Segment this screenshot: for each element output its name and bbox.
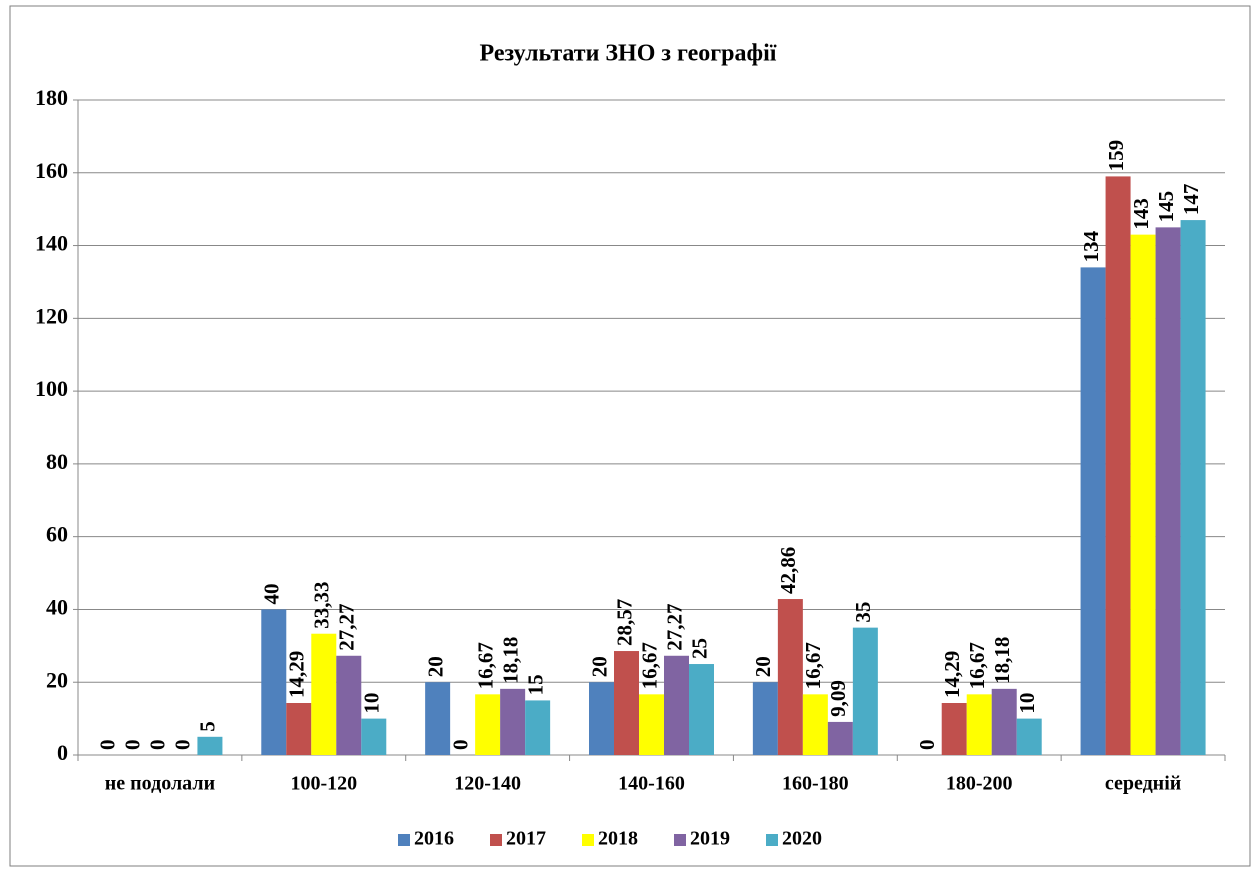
bar [827,721,853,755]
data-label: 134 [1079,230,1103,262]
data-label: 14,29 [285,651,309,698]
data-label: 42,86 [776,547,800,594]
y-tick-label: 60 [46,522,68,547]
legend-label: 2019 [690,828,730,850]
bar [525,700,551,755]
y-tick-label: 160 [35,158,68,183]
y-tick-label: 20 [46,667,68,692]
bar [991,688,1017,755]
y-tick-label: 80 [46,449,68,474]
bar [941,703,967,755]
y-tick-label: 0 [57,740,68,765]
data-label: 16,67 [473,642,497,689]
data-label: 0 [121,740,145,751]
data-label: 10 [1015,693,1039,714]
data-label: 15 [523,674,547,695]
data-label: 16,67 [637,642,661,689]
bar [639,694,664,755]
bar [752,682,778,755]
data-label: 20 [587,656,611,677]
data-label: 143 [1129,198,1153,230]
y-tick-label: 180 [35,85,68,110]
data-label: 16,67 [965,642,989,689]
data-label: 16,67 [801,642,825,689]
bar [475,694,501,755]
bar [664,655,689,755]
data-label: 20 [751,656,775,677]
legend-label: 2020 [782,828,822,850]
data-label: 25 [687,638,711,659]
data-label: 18,18 [990,637,1014,684]
bar [1016,718,1042,755]
bar [852,627,878,755]
data-label: 9,09 [826,680,850,717]
bar [1105,176,1131,755]
data-label: 147 [1179,184,1203,216]
chart-title: Результати ЗНО з географії [480,41,777,67]
data-label: 35 [851,602,875,623]
bar [1080,267,1106,755]
bar [1130,234,1156,755]
data-label: 0 [171,740,195,751]
data-label: 40 [260,583,284,604]
bar [425,682,451,755]
data-label: 0 [448,740,472,751]
data-label: 5 [196,721,220,732]
x-tick-label: 180-200 [946,773,1013,795]
y-tick-label: 100 [35,376,68,401]
bar [1180,220,1206,756]
data-label: 18,18 [498,637,522,684]
data-label: 27,27 [662,604,686,651]
y-tick-label: 40 [46,594,68,619]
legend-swatch [490,834,502,846]
bar [197,736,223,755]
bar [311,633,337,755]
y-tick-label: 120 [35,303,68,328]
x-tick-label: 100-120 [290,773,357,795]
data-label: 10 [360,693,384,714]
bar [286,703,312,755]
data-label: 145 [1154,191,1178,223]
legend-label: 2017 [506,828,546,850]
bar [689,664,714,755]
bar [777,599,803,755]
bar [966,694,992,755]
x-tick-label: 120-140 [454,773,521,795]
data-label: 0 [915,740,939,751]
x-tick-label: 160-180 [782,773,849,795]
bar [614,651,639,755]
bar [1155,227,1181,756]
legend-swatch [582,834,594,846]
legend-label: 2018 [598,828,638,850]
legend-label: 2016 [414,828,454,850]
x-tick-label: середній [1105,773,1181,795]
data-label: 20 [423,656,447,677]
bar [361,718,387,755]
bar [500,688,526,755]
data-label: 14,29 [940,651,964,698]
legend-swatch [398,834,410,846]
x-tick-label: не подолали [105,773,215,795]
y-tick-label: 140 [35,231,68,256]
bar [589,682,614,755]
x-tick-label: 140-160 [618,773,685,795]
legend-swatch [766,834,778,846]
legend-swatch [674,834,686,846]
bar [336,655,362,755]
data-label: 0 [96,740,120,751]
bar [802,694,828,755]
data-label: 159 [1104,140,1128,172]
data-label: 33,33 [310,581,334,628]
data-label: 0 [146,740,170,751]
data-label: 27,27 [335,604,359,651]
bar [261,609,287,755]
data-label: 28,57 [612,599,636,646]
